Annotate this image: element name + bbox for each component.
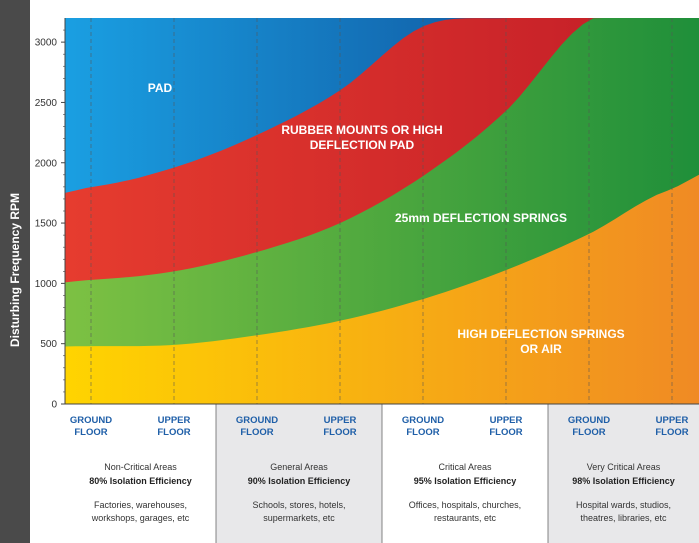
region-label-high-deflection: HIGH DEFLECTION SPRINGS	[457, 327, 624, 341]
y-tick-label: 3000	[35, 38, 58, 49]
x-tick-label: UPPER	[656, 415, 689, 426]
region-label-rubber-mounts: DEFLECTION PAD	[310, 138, 415, 152]
y-tick-label: 1500	[35, 219, 58, 230]
area-examples: Hospital wards, studios,	[576, 500, 671, 510]
area-examples: Factories, warehouses,	[94, 500, 187, 510]
y-tick-label: 2000	[35, 158, 58, 169]
region-label-25mm-springs: 25mm DEFLECTION SPRINGS	[395, 211, 567, 225]
x-tick-label: FLOOR	[240, 427, 273, 438]
region-high-deflection-springs	[65, 174, 699, 404]
plot-regions	[65, 0, 699, 404]
area-examples: workshops, garages, etc	[91, 513, 190, 523]
y-tick-label: 0	[51, 400, 57, 411]
area-column-bg	[382, 404, 548, 543]
x-tick-label: GROUND	[70, 415, 112, 426]
area-examples: theatres, libraries, etc	[580, 513, 667, 523]
region-label-high-deflection: OR AIR	[520, 342, 562, 356]
area-examples: Offices, hospitals, churches,	[409, 500, 521, 510]
area-examples: Schools, stores, hotels,	[252, 500, 345, 510]
x-tick-label: FLOOR	[572, 427, 605, 438]
area-category-name: Non-Critical Areas	[104, 462, 177, 472]
area-column-bg	[216, 404, 382, 543]
x-tick-label: UPPER	[490, 415, 523, 426]
area-isolation-efficiency: 95% Isolation Efficiency	[414, 476, 517, 486]
area-isolation-efficiency: 98% Isolation Efficiency	[572, 476, 675, 486]
area-category-name: Very Critical Areas	[587, 462, 661, 472]
x-tick-label: FLOOR	[655, 427, 688, 438]
y-axis: 0 500 1000 1500 2000 2500 3000	[35, 18, 66, 411]
region-label-pad: PAD	[148, 81, 173, 95]
x-tick-label: FLOOR	[74, 427, 107, 438]
y-tick-label: 1000	[35, 279, 58, 290]
x-tick-label: GROUND	[568, 415, 610, 426]
x-tick-label: FLOOR	[157, 427, 190, 438]
x-tick-label: GROUND	[236, 415, 278, 426]
region-label-rubber-mounts: RUBBER MOUNTS OR HIGH	[281, 123, 442, 137]
area-column-bg	[548, 404, 699, 543]
area-isolation-efficiency: 90% Isolation Efficiency	[248, 476, 351, 486]
area-examples: restaurants, etc	[434, 513, 497, 523]
x-tick-label: FLOOR	[323, 427, 356, 438]
x-tick-label: FLOOR	[406, 427, 439, 438]
x-tick-label: FLOOR	[489, 427, 522, 438]
area-category-name: Critical Areas	[438, 462, 492, 472]
area-category-name: General Areas	[270, 462, 328, 472]
plot-top-margin	[65, 0, 699, 18]
y-tick-label: 500	[40, 339, 57, 350]
y-axis-band	[0, 0, 30, 543]
area-column-bg	[65, 404, 216, 543]
y-tick-label: 2500	[35, 98, 58, 109]
area-isolation-efficiency: 80% Isolation Efficiency	[89, 476, 192, 486]
x-tick-label: GROUND	[402, 415, 444, 426]
x-tick-label: UPPER	[324, 415, 357, 426]
x-tick-label: UPPER	[158, 415, 191, 426]
y-axis-title: Disturbing Frequency RPM	[8, 193, 22, 347]
area-examples: supermarkets, etc	[263, 513, 335, 523]
grid-lines	[65, 18, 699, 543]
